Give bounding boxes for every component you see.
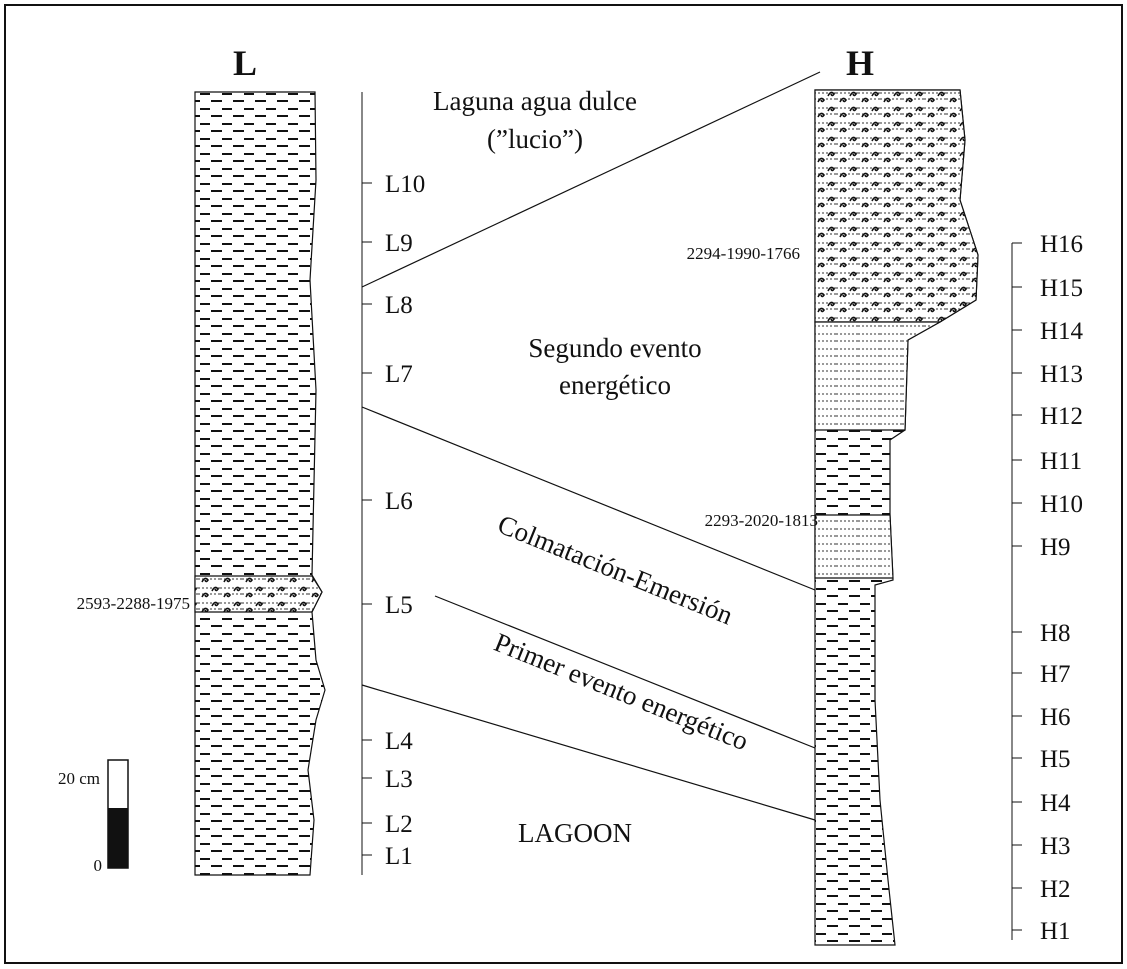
sample-label: L8 [385, 292, 413, 319]
sample-label: H5 [1040, 746, 1071, 773]
sample-label: L2 [385, 811, 413, 838]
sample-label: H9 [1040, 534, 1071, 561]
sample-label: H16 [1040, 231, 1083, 258]
date-label: 2294-1990-1766 [687, 244, 800, 263]
sample-label: L10 [385, 171, 425, 198]
annotation: Primer evento energético [490, 627, 752, 756]
scale-label: 20 cm [58, 769, 100, 788]
sample-label: H13 [1040, 361, 1083, 388]
sample-label: L9 [385, 230, 413, 257]
sample-label: L3 [385, 766, 413, 793]
core-l [195, 92, 325, 875]
sample-label: L1 [385, 843, 413, 870]
sample-label: L5 [385, 592, 413, 619]
sample-label: H2 [1040, 876, 1071, 903]
scale-label: 0 [94, 856, 103, 875]
silt-layer [815, 322, 940, 430]
sample-label: L4 [385, 728, 413, 755]
shell-layer [815, 90, 978, 322]
annotation: Laguna agua dulce [433, 86, 637, 116]
annotation: LAGOON [518, 818, 632, 848]
sample-label: L7 [385, 361, 413, 388]
sample-label: H15 [1040, 275, 1083, 302]
annotation: energético [559, 370, 671, 400]
column-title: H [846, 43, 874, 83]
annotation: Segundo evento [528, 333, 701, 363]
sample-label: H8 [1040, 620, 1071, 647]
sample-label: H10 [1040, 491, 1083, 518]
sample-label: H4 [1040, 790, 1071, 817]
ticks-h [1012, 243, 1022, 930]
column-title: L [233, 43, 257, 83]
sample-label: H11 [1040, 448, 1082, 475]
date-label: 2293-2020-1813 [705, 511, 818, 530]
sample-label: H6 [1040, 704, 1071, 731]
sample-label: H12 [1040, 403, 1083, 430]
annotation: (”lucio”) [487, 124, 583, 154]
annotation: Colmatación-Emersión [494, 509, 738, 631]
sample-label: H7 [1040, 661, 1071, 688]
date-label: 2593-2288-1975 [77, 594, 190, 613]
shell-band [195, 576, 322, 612]
sample-label: L6 [385, 488, 413, 515]
ticks-l [362, 183, 372, 855]
sample-label: H3 [1040, 833, 1071, 860]
sample-label: H14 [1040, 318, 1084, 345]
correlation-lines [362, 72, 820, 820]
silt-layer [815, 515, 893, 578]
scale-bar-fill [108, 808, 128, 868]
sample-label: H1 [1040, 918, 1071, 945]
diagram: L L10 L9 L8 L7 L6 L5 L4 L3 L2 L1 H H16 H… [0, 0, 1127, 969]
